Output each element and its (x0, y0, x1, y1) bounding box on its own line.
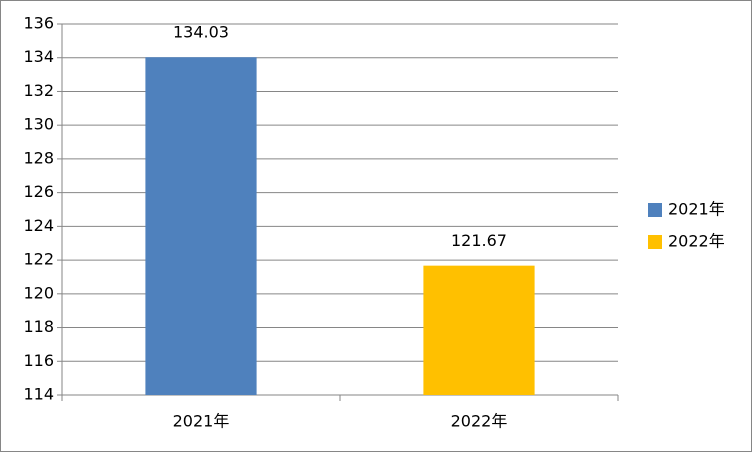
data-label: 121.67 (451, 231, 507, 250)
bar (145, 57, 257, 395)
y-tick-label: 120 (23, 283, 54, 302)
bar (423, 265, 535, 395)
y-tick-label: 136 (23, 14, 54, 33)
y-tick-label: 128 (23, 148, 54, 167)
y-tick-label: 130 (23, 115, 54, 134)
legend-swatch (648, 235, 662, 249)
y-tick-label: 134 (23, 47, 54, 66)
y-tick-label: 124 (23, 216, 54, 235)
y-tick-label: 132 (23, 81, 54, 100)
y-tick-label: 126 (23, 182, 54, 201)
legend-swatch (648, 203, 662, 217)
legend-label: 2021年 (668, 200, 725, 219)
y-tick-label: 116 (23, 351, 54, 370)
x-tick-label: 2021年 (173, 412, 230, 431)
x-tick-label: 2022年 (451, 412, 508, 431)
y-tick-label: 114 (23, 385, 54, 404)
legend-label: 2022年 (668, 232, 725, 251)
y-tick-label: 122 (23, 250, 54, 269)
y-tick-label: 118 (23, 317, 54, 336)
data-label: 134.03 (173, 23, 229, 42)
